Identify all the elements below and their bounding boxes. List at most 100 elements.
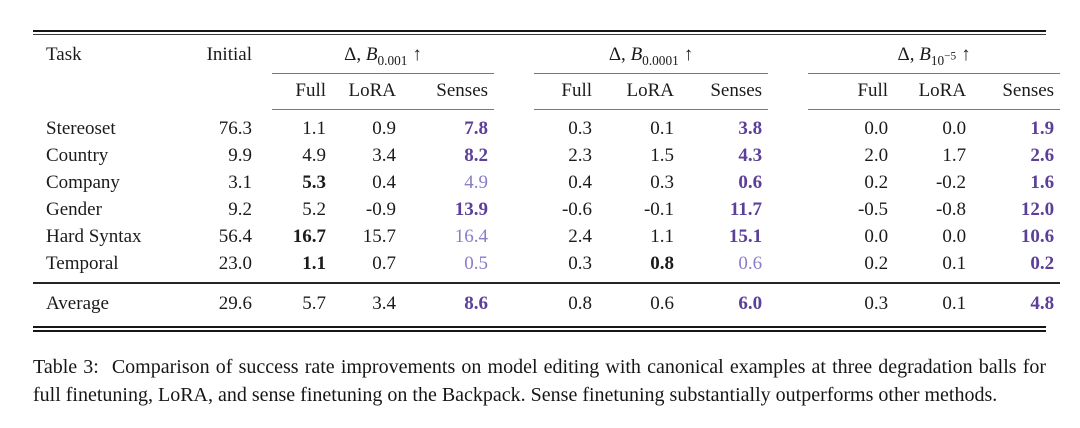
num-cell: 0.4 <box>372 172 396 193</box>
num-cell: 0.1 <box>894 282 973 326</box>
ball-symbol: B <box>630 44 643 65</box>
column-spacer <box>258 282 272 326</box>
column-spacer <box>768 143 808 170</box>
num-cell: 1.1 <box>302 118 326 139</box>
table-row-average: Average 29.6 5.7 3.4 8.6 0.8 0.6 6.0 0.3… <box>33 282 1061 326</box>
column-spacer <box>768 110 808 144</box>
num-cell: 0.9 <box>372 118 396 139</box>
num-cell: 16.7 <box>292 226 326 247</box>
num-cell: 15.7 <box>362 226 396 247</box>
delta-symbol: Δ, <box>897 44 920 65</box>
col-header-senses: Senses <box>402 73 495 110</box>
col-header-full: Full <box>272 73 332 110</box>
column-spacer <box>258 143 272 170</box>
col-group-header-b1e-5: Δ, B10−5 ↑ <box>808 35 1061 74</box>
task-cell: Country <box>46 145 109 166</box>
col-header-lora: LoRA <box>894 73 973 110</box>
num-cell: 11.7 <box>729 199 763 220</box>
table-row-gender: Gender 9.2 5.2 -0.9 13.9 -0.6 -0.1 11.7 … <box>33 197 1060 224</box>
num-cell: 3.4 <box>372 145 396 166</box>
column-spacer <box>494 197 534 224</box>
num-cell: 16.4 <box>454 226 489 247</box>
ball-symbol: B <box>365 44 378 65</box>
initial-cell: 9.9 <box>228 145 252 166</box>
caption-label: Table 3: <box>33 356 99 378</box>
num-cell: 0.8 <box>534 282 599 326</box>
column-spacer <box>494 170 534 197</box>
num-cell: 6.0 <box>680 282 769 326</box>
num-cell: 0.2 <box>864 253 889 274</box>
num-cell: 10.6 <box>1020 226 1055 247</box>
num-cell: 4.3 <box>738 145 763 166</box>
table-row-stereoset: Stereoset 76.3 1.1 0.9 7.8 0.3 0.1 3.8 0… <box>33 110 1060 144</box>
results-table: Task Initial Δ, B0.001 ↑ Δ, B0.0001 ↑ Δ, B… <box>33 35 1061 326</box>
column-spacer <box>768 197 808 224</box>
task-cell: Stereoset <box>46 117 116 139</box>
paper-page: Task Initial Δ, B0.001 ↑ Δ, B0.0001 ↑ Δ, B… <box>33 30 1061 410</box>
num-cell: 0.0 <box>864 226 889 247</box>
table-bottom-rule <box>33 326 1046 332</box>
ball-subscript: 0.001 <box>377 52 408 68</box>
num-cell: 0.8 <box>650 253 675 274</box>
ball-symbol: B <box>919 44 931 65</box>
num-cell: 0.7 <box>372 253 396 274</box>
num-cell: 0.3 <box>568 118 593 139</box>
num-cell: -0.6 <box>561 199 593 220</box>
header-row-groups: Task Initial Δ, B0.001 ↑ Δ, B0.0001 ↑ Δ, B… <box>33 35 1061 74</box>
column-spacer <box>494 143 534 170</box>
num-cell: -0.5 <box>857 199 889 220</box>
num-cell: 0.3 <box>808 282 895 326</box>
table-row-country: Country 9.9 4.9 3.4 8.2 2.3 1.5 4.3 2.0 … <box>33 143 1060 170</box>
column-spacer <box>258 110 272 144</box>
col-header-initial: Initial <box>206 44 252 65</box>
column-spacer <box>258 170 272 197</box>
num-cell: 3.4 <box>332 282 402 326</box>
col-header-senses: Senses <box>680 73 769 110</box>
column-spacer <box>494 282 535 326</box>
num-cell: 1.7 <box>942 145 967 166</box>
num-cell: 0.3 <box>650 172 675 193</box>
header-row-methods: Full LoRA Senses Full LoRA Senses Full L… <box>33 73 1061 110</box>
column-spacer <box>258 224 272 251</box>
num-cell: 4.9 <box>302 145 326 166</box>
num-cell: 0.3 <box>568 253 593 274</box>
column-spacer <box>768 224 808 251</box>
initial-cell: 3.1 <box>228 172 252 193</box>
num-cell: 8.6 <box>402 282 495 326</box>
num-cell: 8.2 <box>464 145 489 166</box>
num-cell: 0.6 <box>738 172 763 193</box>
col-group-header-b0001: Δ, B0.0001 ↑ <box>534 35 769 74</box>
task-cell: Hard Syntax <box>46 226 142 247</box>
delta-symbol: Δ, <box>344 44 366 65</box>
num-cell: 3.8 <box>738 118 763 139</box>
num-cell: 1.5 <box>650 145 675 166</box>
initial-cell: 76.3 <box>218 117 252 139</box>
col-header-full: Full <box>534 73 599 110</box>
table-row-hard-syntax: Hard Syntax 56.4 16.7 15.7 16.4 2.4 1.1 … <box>33 224 1060 251</box>
column-spacer <box>768 35 808 110</box>
initial-cell: 23.0 <box>218 253 252 274</box>
num-cell: -0.2 <box>935 172 967 193</box>
initial-cell: 56.4 <box>218 226 252 247</box>
num-cell: 0.1 <box>942 253 967 274</box>
num-cell: 0.5 <box>464 253 489 274</box>
column-spacer <box>768 251 808 283</box>
task-cell: Temporal <box>46 253 119 274</box>
column-spacer <box>494 35 534 110</box>
initial-cell: 9.2 <box>228 199 252 220</box>
num-cell: 1.1 <box>650 226 675 247</box>
num-cell: 15.1 <box>728 226 763 247</box>
delta-symbol: Δ, <box>608 44 631 65</box>
table-caption: Table 3: Comparison of success rate impro… <box>33 353 1046 410</box>
num-cell: 0.4 <box>568 172 593 193</box>
up-arrow-icon: ↑ <box>961 44 971 65</box>
ball-subscript: 10 <box>930 52 945 68</box>
col-header-senses: Senses <box>972 73 1061 110</box>
num-cell: -0.9 <box>365 199 396 220</box>
up-arrow-icon: ↑ <box>683 44 694 65</box>
num-cell: 2.3 <box>568 145 593 166</box>
num-cell: 7.8 <box>464 118 489 139</box>
column-spacer <box>258 197 272 224</box>
column-spacer <box>258 251 272 283</box>
num-cell: 5.3 <box>302 172 326 193</box>
